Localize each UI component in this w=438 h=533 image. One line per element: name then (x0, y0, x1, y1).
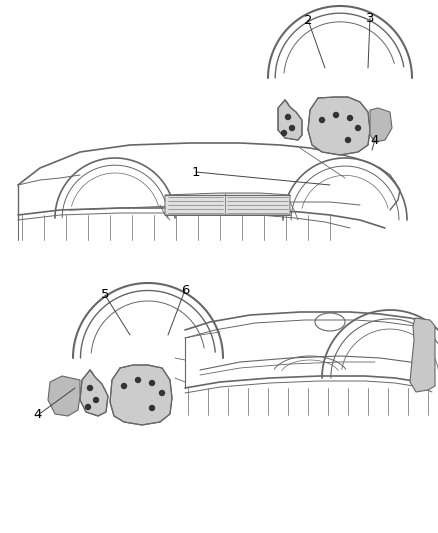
Circle shape (347, 116, 353, 120)
Circle shape (88, 385, 92, 391)
Polygon shape (278, 100, 302, 140)
Text: 6: 6 (181, 284, 189, 296)
Circle shape (135, 377, 141, 383)
Polygon shape (80, 370, 108, 416)
Polygon shape (165, 193, 290, 215)
Text: 5: 5 (101, 288, 109, 302)
Circle shape (282, 131, 286, 135)
Circle shape (346, 138, 350, 142)
Text: 2: 2 (304, 13, 312, 27)
Polygon shape (48, 376, 80, 416)
Circle shape (93, 398, 99, 402)
Polygon shape (370, 108, 392, 142)
Circle shape (149, 406, 155, 410)
Circle shape (149, 381, 155, 385)
Polygon shape (410, 318, 435, 392)
Text: 4: 4 (34, 408, 42, 422)
Circle shape (286, 115, 290, 119)
Text: 3: 3 (366, 12, 374, 25)
Circle shape (290, 125, 294, 131)
Circle shape (333, 112, 339, 117)
Text: 4: 4 (371, 133, 379, 147)
Circle shape (319, 117, 325, 123)
Circle shape (121, 384, 127, 389)
Circle shape (356, 125, 360, 131)
Polygon shape (308, 97, 370, 155)
Polygon shape (110, 365, 172, 425)
Circle shape (159, 391, 165, 395)
Text: 1: 1 (192, 166, 200, 179)
Circle shape (85, 405, 91, 409)
